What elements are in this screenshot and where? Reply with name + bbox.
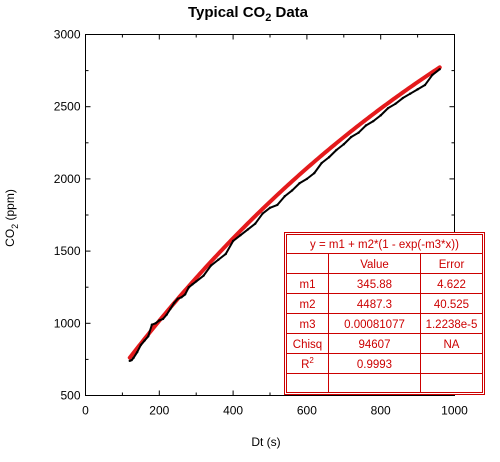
data-point bbox=[276, 203, 279, 207]
data-point bbox=[431, 73, 434, 77]
y-axis-label: CO2 (ppm) bbox=[3, 189, 20, 247]
y-axis: 500 1000 1500 2000 2500 3000 bbox=[54, 28, 455, 403]
y-tick-label: 1000 bbox=[54, 316, 81, 330]
data-point bbox=[128, 359, 131, 363]
chart-title-suffix: Data bbox=[271, 4, 308, 21]
data-point bbox=[313, 171, 316, 175]
data-point bbox=[335, 148, 338, 152]
fit-param-error: 4.622 bbox=[437, 279, 466, 291]
data-point bbox=[130, 358, 133, 362]
data-point bbox=[261, 212, 264, 215]
data-point bbox=[298, 182, 301, 185]
data-point bbox=[191, 283, 194, 286]
fit-param-value: 4487.3 bbox=[357, 299, 392, 311]
data-point bbox=[305, 177, 309, 181]
fit-table-equation: y = m1 + m2*(1 - exp(-m3*x)) bbox=[310, 239, 459, 251]
data-point bbox=[327, 156, 331, 159]
fit-table-col-header-error: Error bbox=[439, 259, 465, 271]
fit-param-error: 40.525 bbox=[434, 299, 469, 311]
data-point bbox=[372, 119, 375, 123]
chart-title-main: Typical CO bbox=[188, 4, 266, 21]
data-point bbox=[386, 106, 390, 110]
data-point bbox=[416, 88, 419, 91]
y-tick-label: 2000 bbox=[54, 172, 81, 186]
data-point bbox=[143, 339, 146, 342]
fit-stat-name: Chisq bbox=[293, 339, 322, 351]
data-point bbox=[283, 195, 286, 198]
fit-stat-name-main: R bbox=[301, 359, 309, 371]
fit-stat-name: R2 bbox=[301, 356, 314, 371]
data-point bbox=[409, 92, 412, 95]
data-point bbox=[139, 343, 143, 347]
data-point bbox=[169, 307, 172, 311]
data-point bbox=[268, 206, 272, 209]
data-point bbox=[135, 350, 139, 354]
data-point bbox=[217, 258, 220, 261]
data-point bbox=[161, 317, 165, 321]
y-tick-label: 1500 bbox=[54, 244, 81, 258]
data-point bbox=[202, 274, 205, 277]
y-tick-label: 2500 bbox=[54, 100, 81, 114]
data-point bbox=[150, 323, 154, 326]
data-point bbox=[349, 135, 353, 139]
data-point bbox=[290, 189, 294, 192]
y-axis-label-suffix: (ppm) bbox=[3, 189, 17, 224]
x-tick-label: 0 bbox=[82, 404, 89, 418]
data-point bbox=[172, 301, 176, 305]
fit-param-name: m1 bbox=[300, 279, 316, 291]
y-axis-label-subscript: 2 bbox=[10, 224, 20, 229]
data-point bbox=[394, 102, 397, 106]
data-point bbox=[357, 131, 360, 134]
y-axis-label-main: CO bbox=[3, 229, 17, 247]
data-point bbox=[180, 296, 183, 299]
fit-param-value: 0.00081077 bbox=[344, 319, 405, 331]
data-point bbox=[364, 124, 368, 127]
data-point bbox=[154, 322, 157, 325]
data-point bbox=[183, 293, 187, 296]
data-point bbox=[438, 67, 441, 71]
fit-stat-name-superscript: 2 bbox=[309, 356, 314, 365]
data-point bbox=[379, 114, 382, 117]
chart-title: Typical CO2 Data bbox=[188, 4, 309, 24]
chart-title-subscript: 2 bbox=[265, 12, 271, 24]
data-layer bbox=[127, 65, 442, 363]
x-axis-label: Dt (s) bbox=[251, 435, 280, 449]
data-point bbox=[209, 264, 213, 267]
fit-param-error: 1.2238e-5 bbox=[426, 319, 478, 331]
fit-stat-value: 0.9993 bbox=[357, 359, 392, 371]
data-point bbox=[132, 356, 135, 360]
data-point bbox=[246, 228, 250, 231]
data-point bbox=[231, 239, 235, 243]
x-tick-label: 200 bbox=[149, 404, 169, 418]
data-point bbox=[147, 335, 150, 338]
fit-curve bbox=[127, 65, 442, 360]
x-tick-label: 1000 bbox=[441, 404, 468, 418]
data-point bbox=[254, 222, 257, 225]
data-point bbox=[158, 319, 161, 322]
x-tick-label: 800 bbox=[371, 404, 391, 418]
data-point bbox=[165, 313, 168, 316]
x-tick-label: 600 bbox=[297, 404, 317, 418]
data-point bbox=[224, 252, 227, 256]
data-point bbox=[401, 96, 405, 100]
x-axis: 0 200 400 600 800 1000 bbox=[82, 34, 468, 418]
data-point bbox=[187, 286, 191, 289]
data-point bbox=[423, 83, 427, 87]
data-point bbox=[342, 143, 345, 146]
fit-results-table: y = m1 + m2*(1 - exp(-m3*x)) Value Error… bbox=[284, 232, 485, 395]
y-tick-label: 3000 bbox=[54, 28, 81, 42]
data-point bbox=[195, 280, 198, 283]
fit-stat-error: NA bbox=[444, 339, 460, 351]
fit-table-col-header-value: Value bbox=[360, 259, 389, 271]
data-point bbox=[176, 297, 179, 300]
fit-stat-value: 94607 bbox=[359, 339, 391, 351]
fit-param-name: m3 bbox=[300, 319, 316, 331]
fit-param-name: m2 bbox=[300, 299, 316, 311]
data-point bbox=[320, 161, 323, 165]
fit-param-value: 345.88 bbox=[357, 279, 392, 291]
y-tick-label: 500 bbox=[60, 389, 80, 403]
data-point bbox=[239, 234, 242, 237]
x-tick-label: 400 bbox=[223, 404, 243, 418]
